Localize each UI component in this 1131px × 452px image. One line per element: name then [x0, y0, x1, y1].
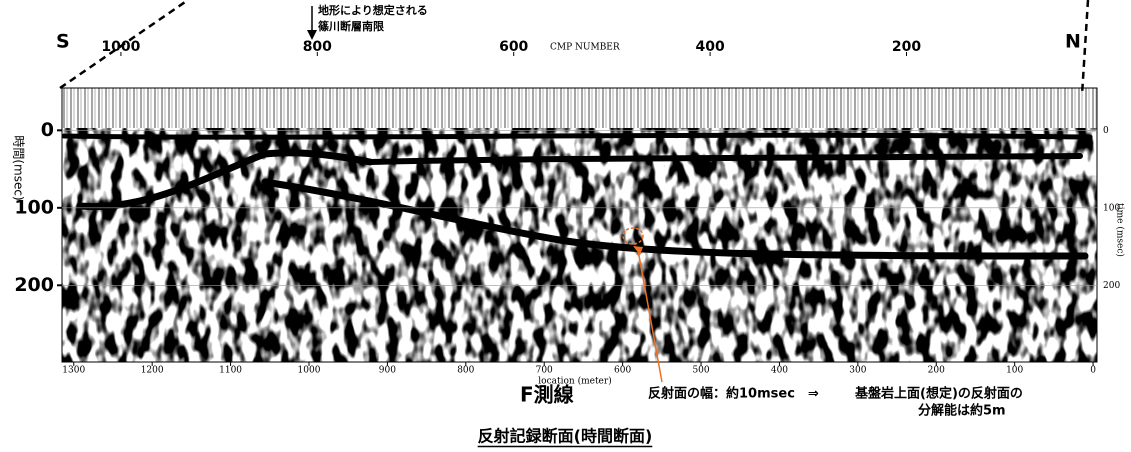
y-tick-label-right: 100	[1103, 203, 1120, 213]
x-tick-label: 900	[379, 366, 396, 376]
north-label: N	[1065, 31, 1081, 53]
x-tick-label: 400	[771, 366, 788, 376]
time-label: 時間(msec)	[12, 135, 26, 200]
note: 反射面の幅：約10msec ⇒	[648, 386, 819, 402]
caption: 反射記録断面(時間断面)	[478, 427, 653, 446]
y-tick-label-right: 0	[1103, 126, 1109, 136]
seismic-figure: S N 地形により想定される 篠川断層南限 CMP NUMBER 時間(msec…	[0, 0, 1131, 452]
note: 基盤岩上面(想定)の反射面の	[854, 386, 1023, 402]
cmp-tick-label: 1000	[101, 39, 140, 55]
cmp-tick-label: 400	[695, 39, 724, 55]
x-tick-label: 700	[536, 366, 553, 376]
x-tick-label: 500	[692, 366, 709, 376]
x-tick-label: 600	[614, 366, 631, 376]
note: 分解能は約5m	[918, 403, 1006, 419]
x-tick-label: 200	[928, 366, 945, 376]
x-tick-label: 1100	[219, 366, 242, 376]
x-tick-label: 1200	[141, 366, 164, 376]
fault-note: 篠川断層南限	[318, 19, 384, 33]
x-tick-label: 1000	[298, 366, 321, 376]
x-tick-label: 300	[849, 366, 866, 376]
y-tick-label-right: 200	[1103, 281, 1120, 291]
trace-header	[62, 88, 1097, 128]
x-tick-label: 800	[457, 366, 474, 376]
line-name: F測線	[520, 383, 574, 407]
y-tick-label: 0	[41, 119, 54, 141]
cmp-tick-label: 200	[892, 39, 921, 55]
cmp-tick-label: 800	[303, 39, 332, 55]
cmp-label: CMP NUMBER	[550, 43, 620, 53]
y-tick-label: 100	[14, 196, 54, 218]
fault-note: 地形により想定される	[318, 3, 428, 17]
south-label: S	[56, 31, 70, 53]
boundary-line	[1082, 0, 1088, 95]
y-tick-label: 200	[14, 274, 54, 296]
cmp-tick-label: 600	[499, 39, 528, 55]
x-tick-label: 100	[1006, 366, 1023, 376]
x-tick-label: 0	[1090, 366, 1096, 376]
x-tick-label: 1300	[62, 366, 85, 376]
